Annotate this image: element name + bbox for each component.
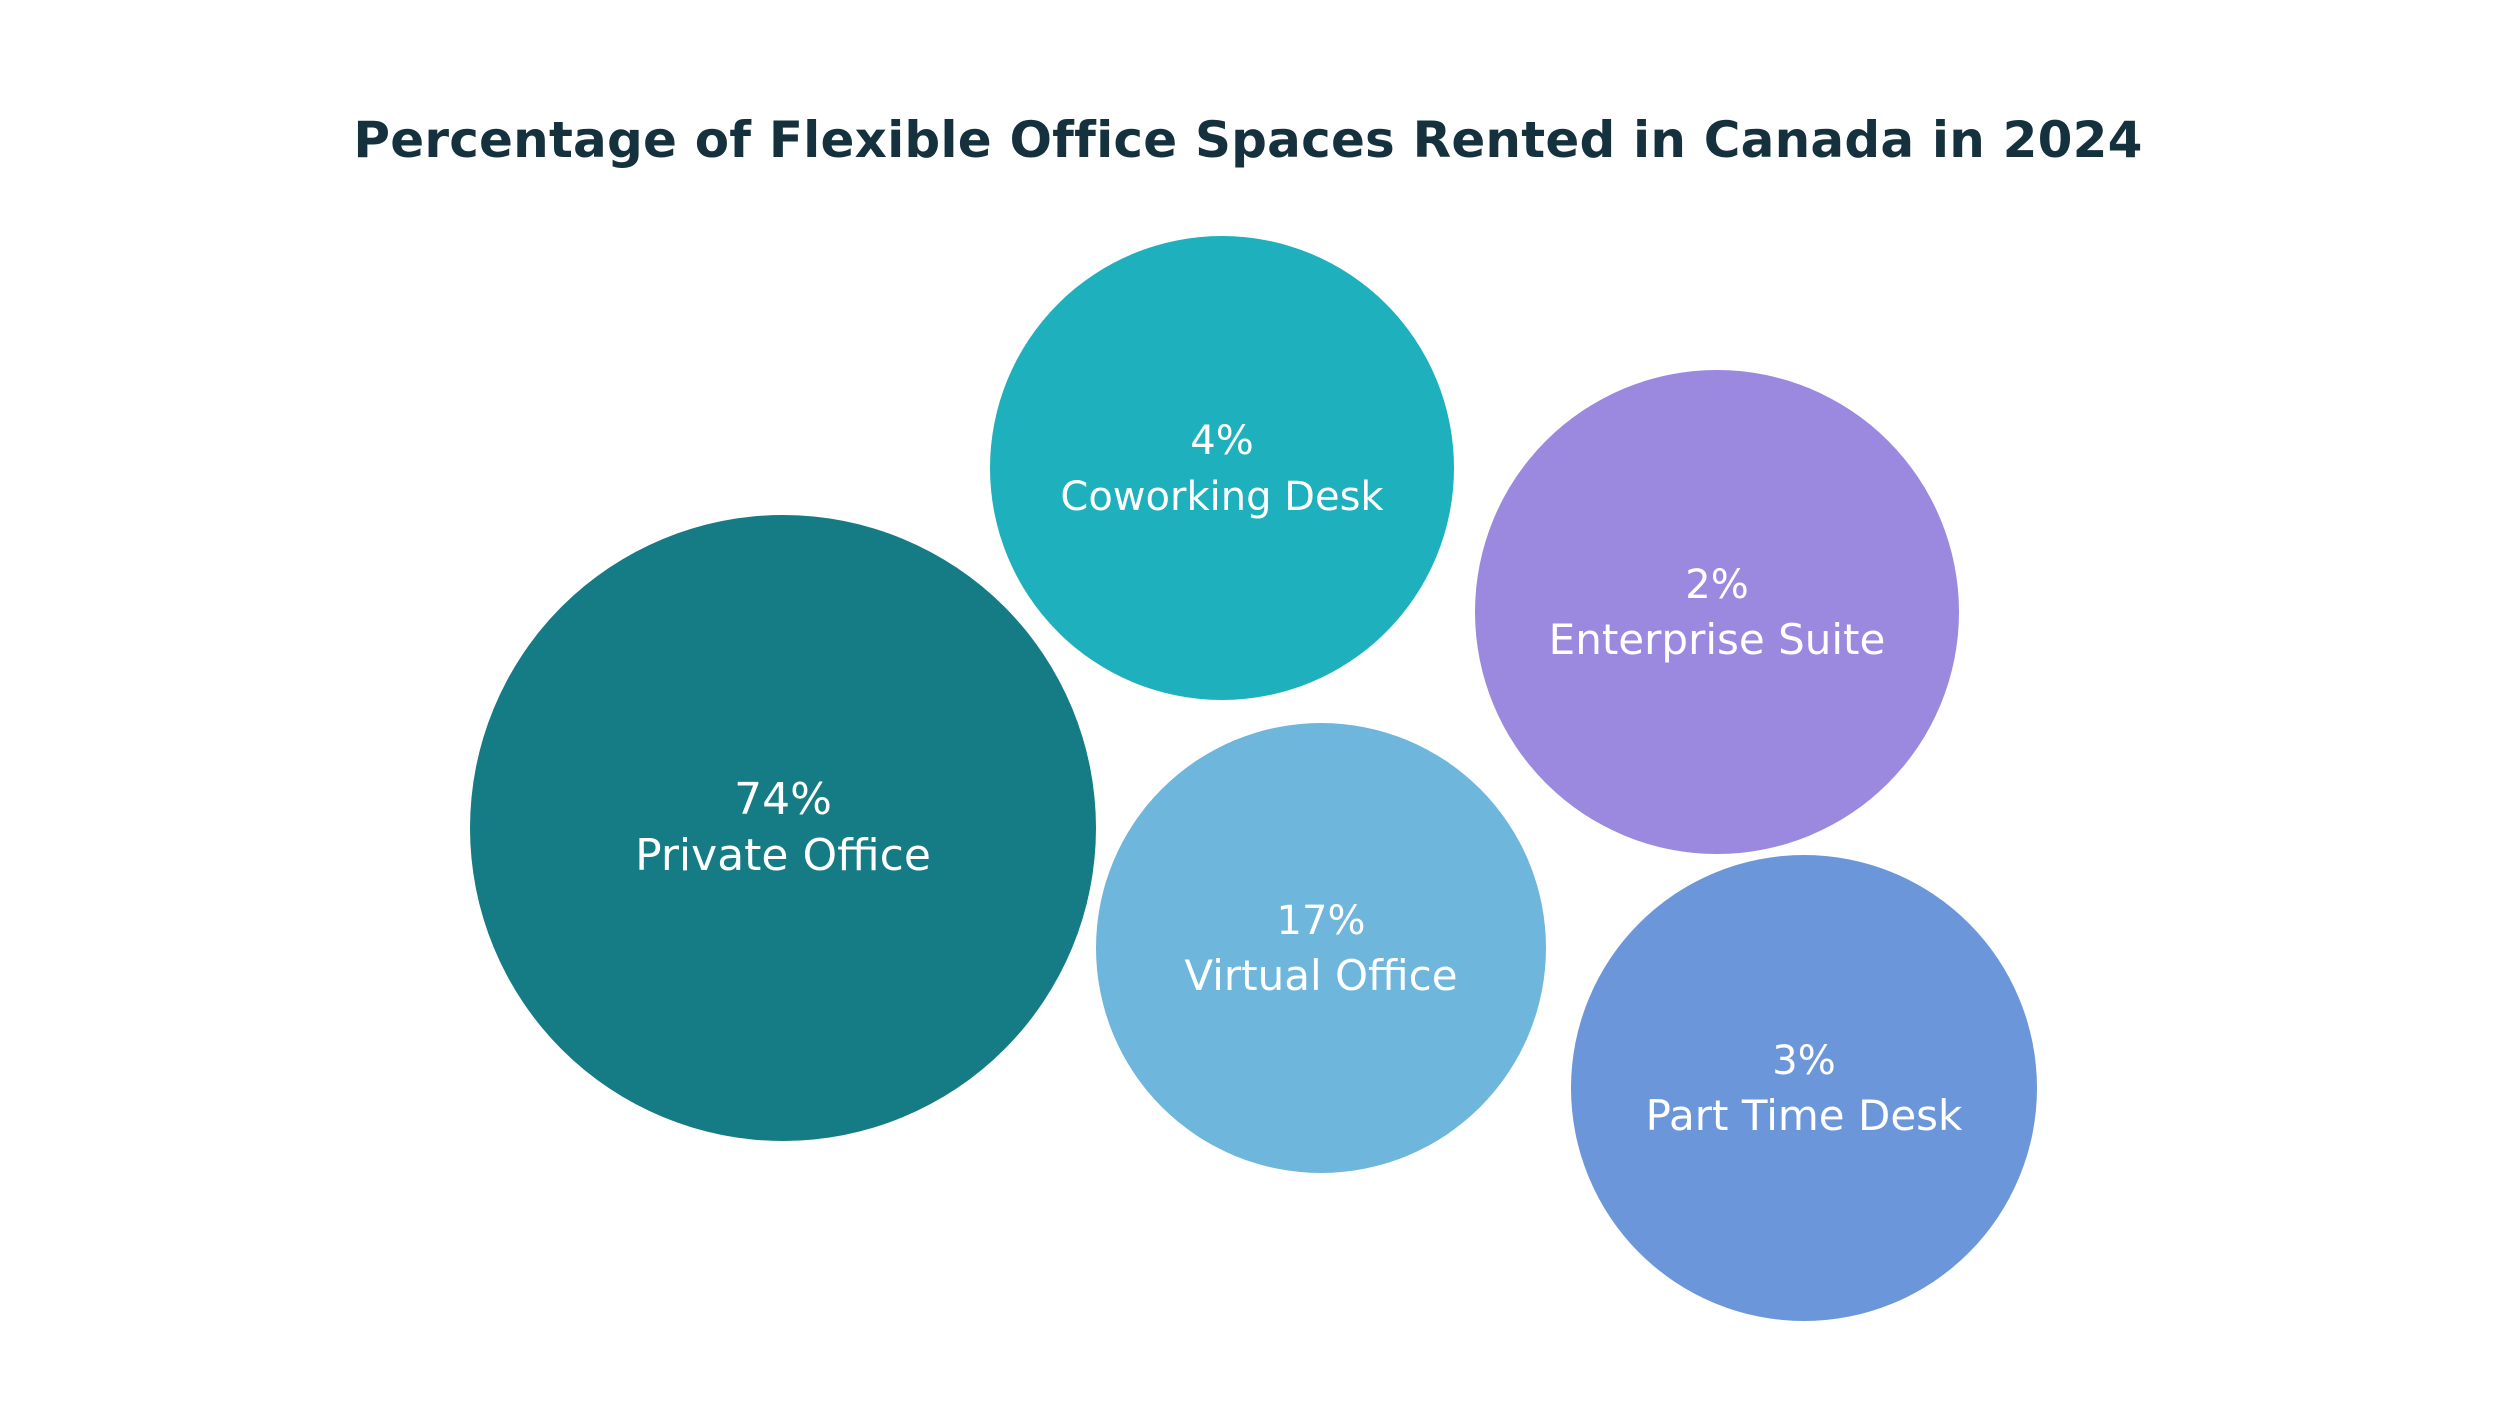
- bubble-enterprise-suite: 2% Enterprise Suite: [1475, 370, 1959, 854]
- bubble-category-label: Private Office: [635, 830, 931, 881]
- bubble-category-label: Enterprise Suite: [1549, 615, 1886, 664]
- bubble-private-office: 74%Private Office: [470, 515, 1096, 1141]
- bubble-category-label: Coworking Desk: [1060, 474, 1384, 520]
- bubble-circle: [1475, 370, 1959, 854]
- bubble-value-label: 4%: [1190, 418, 1253, 464]
- bubble-value-label: 3%: [1772, 1038, 1835, 1084]
- bubble-value-label: 2%: [1685, 562, 1748, 608]
- bubble-part-time-desk: 3% Part Time Desk: [1571, 855, 2037, 1321]
- bubble-virtual-office: 17% Virtual Office: [1096, 723, 1546, 1173]
- bubble-circle: [990, 236, 1454, 700]
- bubble-circle: [1571, 855, 2037, 1321]
- bubble-category-label: Virtual Office: [1184, 951, 1457, 1000]
- bubble-category-label: Part Time Desk: [1646, 1091, 1963, 1140]
- bubble-value-label: 74%: [734, 774, 832, 825]
- bubble-coworking-desk: 4% Coworking Desk: [990, 236, 1454, 700]
- bubble-circle: [1096, 723, 1546, 1173]
- bubble-value-label: 17%: [1277, 898, 1366, 944]
- bubble-circle: [470, 515, 1096, 1141]
- chart-title: Percentage of Flexible Office Spaces Ren…: [353, 111, 2143, 169]
